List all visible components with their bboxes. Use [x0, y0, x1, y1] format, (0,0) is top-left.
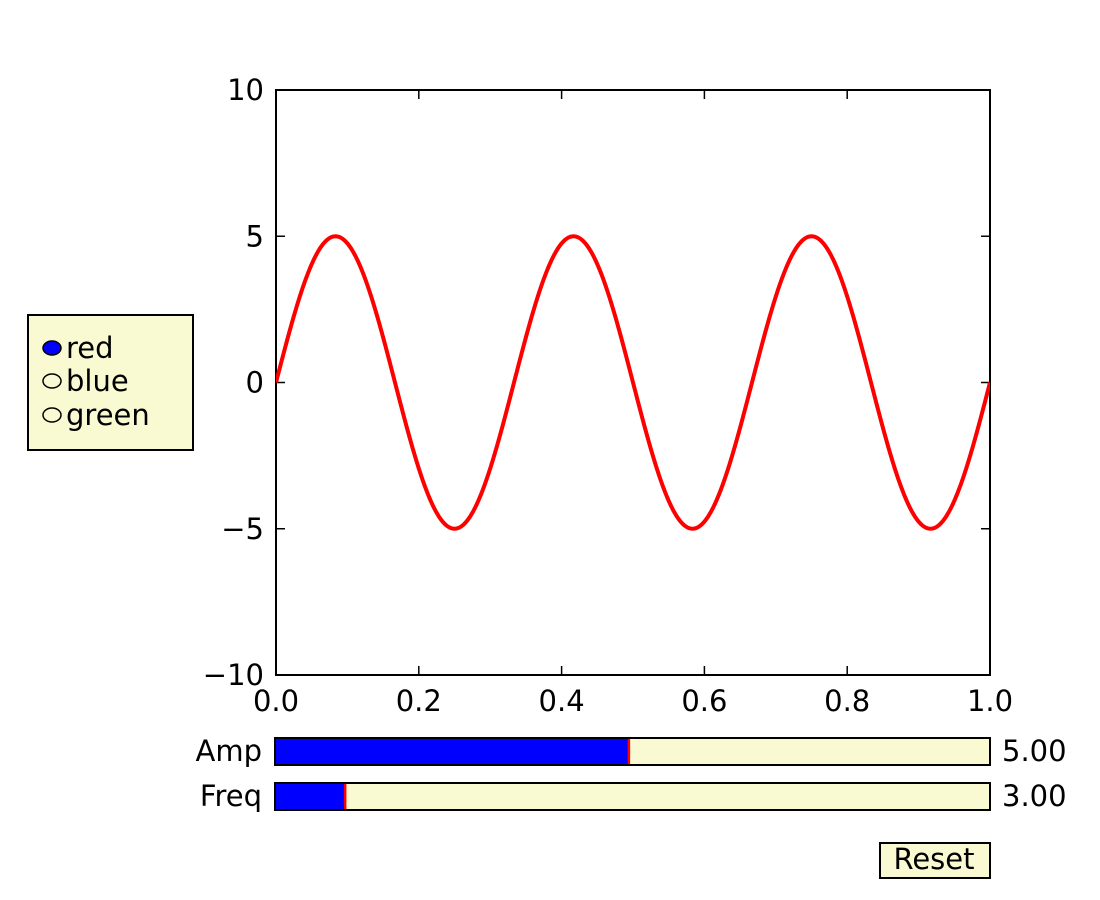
radio-label-green[interactable]: green — [66, 398, 150, 432]
amp-slider-fill[interactable] — [276, 739, 629, 764]
freq-slider[interactable]: Freq 3.00 — [200, 779, 1067, 813]
freq-slider-value: 3.00 — [1002, 779, 1067, 813]
reset-button-label[interactable]: Reset — [893, 842, 974, 876]
freq-slider-track[interactable] — [274, 782, 991, 811]
radio-option-red[interactable]: red — [42, 331, 114, 365]
radio-circle-blue[interactable] — [42, 373, 62, 389]
amp-slider-value: 5.00 — [1002, 734, 1067, 768]
amp-slider[interactable]: Amp 5.00 — [196, 734, 1067, 768]
radio-label-red[interactable]: red — [66, 331, 114, 365]
y-tick-label: 0 — [246, 366, 264, 400]
y-tick-label: 10 — [227, 73, 264, 107]
y-tick-label: −5 — [221, 512, 264, 546]
x-tick-label: 0.0 — [253, 684, 299, 718]
freq-slider-label: Freq — [200, 779, 262, 813]
y-ticks: 10 5 0 −5 −10 — [203, 73, 990, 692]
radio-circle-green[interactable] — [42, 407, 62, 423]
freq-slider-fill[interactable] — [276, 784, 346, 809]
x-ticks: 0.0 0.2 0.4 0.6 0.8 1.0 — [253, 90, 1013, 718]
reset-button-frame[interactable] — [879, 842, 991, 879]
x-tick-label: 0.6 — [681, 684, 727, 718]
radio-panel-frame — [27, 314, 194, 451]
radio-option-green[interactable]: green — [42, 398, 150, 432]
radio-circle-red[interactable] — [42, 340, 62, 356]
x-tick-label: 0.4 — [539, 684, 585, 718]
color-radio-panel: red blue green — [27, 314, 194, 451]
reset-button[interactable]: Reset — [879, 842, 991, 879]
x-tick-label: 0.2 — [396, 684, 442, 718]
plot-axes: 0.0 0.2 0.4 0.6 0.8 1.0 10 5 0 −5 −10 — [203, 73, 1013, 718]
x-tick-label: 0.8 — [824, 684, 870, 718]
radio-option-blue[interactable]: blue — [42, 364, 129, 398]
amp-slider-label: Amp — [196, 734, 263, 768]
y-tick-label: −10 — [203, 658, 264, 692]
radio-label-blue[interactable]: blue — [66, 364, 129, 398]
y-tick-label: 5 — [246, 219, 264, 253]
series-line-red — [276, 234, 990, 531]
x-tick-label: 1.0 — [967, 684, 1013, 718]
